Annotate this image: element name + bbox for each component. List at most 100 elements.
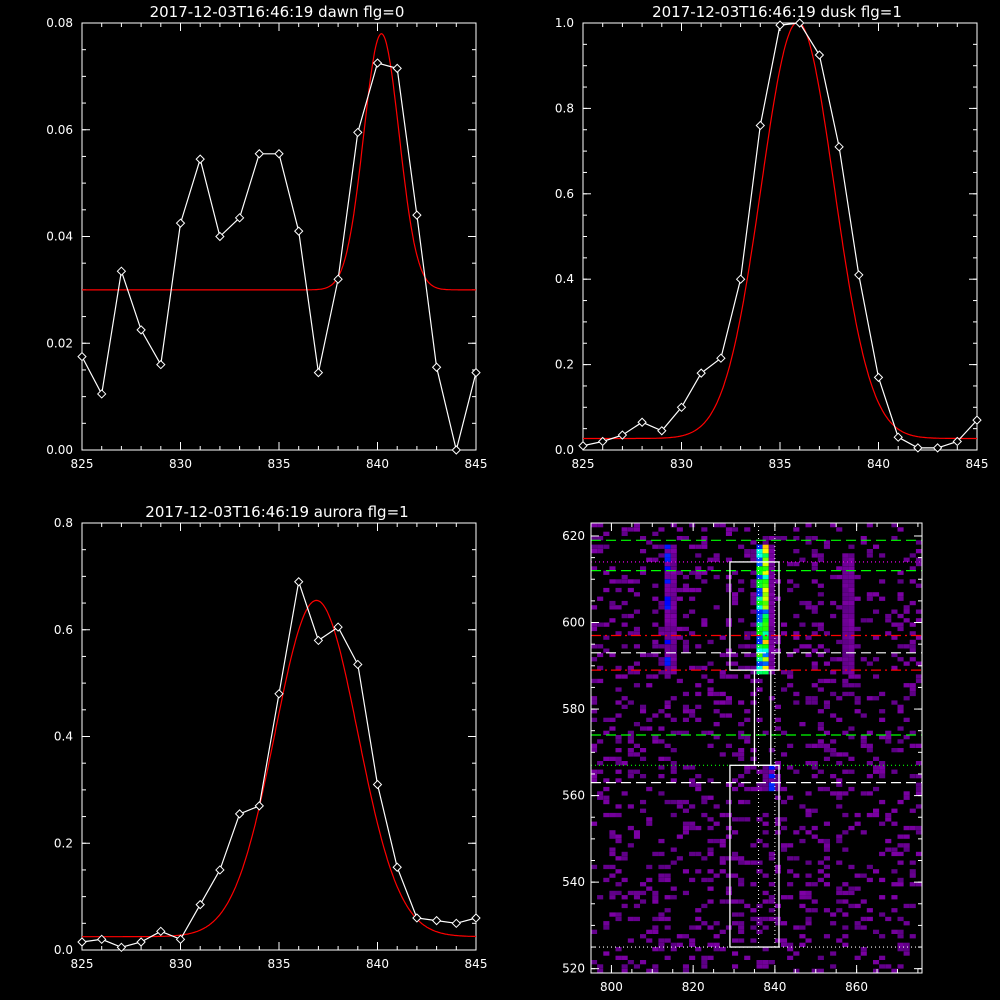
heatmap-cell xyxy=(609,618,616,623)
heatmap-cell xyxy=(676,678,683,684)
heatmap-cell xyxy=(682,765,689,770)
heatmap-cell xyxy=(891,895,898,900)
heatmap-cell xyxy=(664,908,671,913)
heatmap-cell xyxy=(670,592,677,597)
data-point xyxy=(412,913,422,923)
heatmap-cell xyxy=(627,938,634,943)
heatmap-cell xyxy=(774,782,781,787)
heatmap-cell xyxy=(811,761,818,766)
heatmap-cell xyxy=(915,774,922,779)
heatmap-cell xyxy=(768,583,775,588)
heatmap-cell xyxy=(701,799,708,805)
heatmap-cell xyxy=(750,843,757,848)
heatmap-cell xyxy=(774,778,781,783)
heatmap-cell xyxy=(768,566,775,571)
heatmap-cell xyxy=(885,964,892,969)
heatmap-cell xyxy=(670,574,677,580)
heatmap-cell xyxy=(836,657,843,662)
heatmap-cell xyxy=(633,834,640,839)
heatmap-cell xyxy=(817,860,824,865)
fit-curve xyxy=(82,33,476,291)
heatmap-cell xyxy=(811,899,818,904)
heatmap-cell xyxy=(762,574,769,580)
heatmap-cell xyxy=(615,769,622,774)
heatmap-cell xyxy=(799,804,806,809)
heatmap-cell xyxy=(738,912,745,917)
heatmap-cell xyxy=(879,912,886,917)
heatmap-cell xyxy=(701,856,708,861)
heatmap-cell xyxy=(670,778,677,783)
heatmap-cell xyxy=(836,834,843,839)
heatmap-cell xyxy=(774,921,781,926)
heatmap-cell xyxy=(615,761,622,766)
heatmap-cell xyxy=(885,838,892,844)
heatmap-cell xyxy=(732,964,739,969)
heatmap-cell xyxy=(750,579,757,584)
heatmap-cell xyxy=(670,605,677,610)
heatmap-cell xyxy=(885,730,892,735)
x-tick-label: 840 xyxy=(366,457,389,471)
heatmap-cell xyxy=(915,540,922,545)
heatmap-cell xyxy=(615,834,622,839)
heatmap-cell xyxy=(627,825,634,831)
heatmap-cell xyxy=(762,587,769,593)
heatmap-cell xyxy=(676,570,683,575)
heatmap-cell xyxy=(811,648,818,653)
heatmap-cell xyxy=(670,523,677,528)
heatmap-cell xyxy=(603,531,610,536)
heatmap-cell xyxy=(842,691,849,697)
data-point xyxy=(353,659,363,670)
heatmap-cell xyxy=(860,916,867,922)
heatmap-cell xyxy=(817,769,824,774)
heatmap-cell xyxy=(750,756,757,761)
heatmap-cell xyxy=(879,769,886,774)
heatmap-cell xyxy=(793,769,800,774)
heatmap-cell xyxy=(603,544,610,549)
heatmap-cell xyxy=(738,860,745,865)
y-tick-label: 0.04 xyxy=(46,230,73,244)
heatmap-cell xyxy=(903,795,910,800)
data-point xyxy=(676,402,687,413)
heatmap-cell xyxy=(903,696,910,701)
heatmap-cell xyxy=(603,864,610,870)
heatmap-cell xyxy=(689,713,696,718)
heatmap-cell xyxy=(842,622,849,627)
heatmap-cell xyxy=(609,652,616,658)
heatmap-cell xyxy=(664,631,671,636)
heatmap-cell xyxy=(597,652,604,658)
heatmap-cell xyxy=(903,735,910,740)
heatmap-cell xyxy=(842,553,849,558)
heatmap-cell xyxy=(670,769,677,774)
heatmap-cell xyxy=(774,864,781,870)
heatmap-cell xyxy=(897,622,904,627)
heatmap-cell xyxy=(842,678,849,684)
x-tick-label: 860 xyxy=(845,980,868,994)
heatmap-cell xyxy=(640,566,647,571)
heatmap-cell xyxy=(633,895,640,900)
heatmap-cell xyxy=(615,869,622,874)
heatmap-cell xyxy=(689,825,696,831)
heatmap-cell xyxy=(762,964,769,969)
heatmap-cell xyxy=(897,704,904,709)
heatmap-cell xyxy=(756,921,763,926)
heatmap-cell xyxy=(836,782,843,787)
heatmap-cell xyxy=(879,579,886,584)
heatmap-cell xyxy=(756,622,763,627)
heatmap-cell xyxy=(738,921,745,926)
heatmap-cell xyxy=(842,574,849,580)
heatmap-cell xyxy=(676,834,683,839)
heatmap-cell xyxy=(627,613,634,619)
heatmap-cell xyxy=(658,527,665,532)
heatmap-cell xyxy=(817,592,824,597)
heatmap-cell xyxy=(738,899,745,904)
heatmap-cell xyxy=(811,561,818,567)
heatmap-cell xyxy=(652,947,659,952)
heatmap-cell xyxy=(732,938,739,943)
heatmap-cell xyxy=(811,553,818,558)
heatmap-cell xyxy=(744,549,751,554)
heatmap-cell xyxy=(591,700,598,705)
heatmap-cell xyxy=(873,696,880,701)
heatmap-cell xyxy=(591,523,598,528)
heatmap-cell xyxy=(670,618,677,623)
heatmap-cell xyxy=(787,587,794,593)
